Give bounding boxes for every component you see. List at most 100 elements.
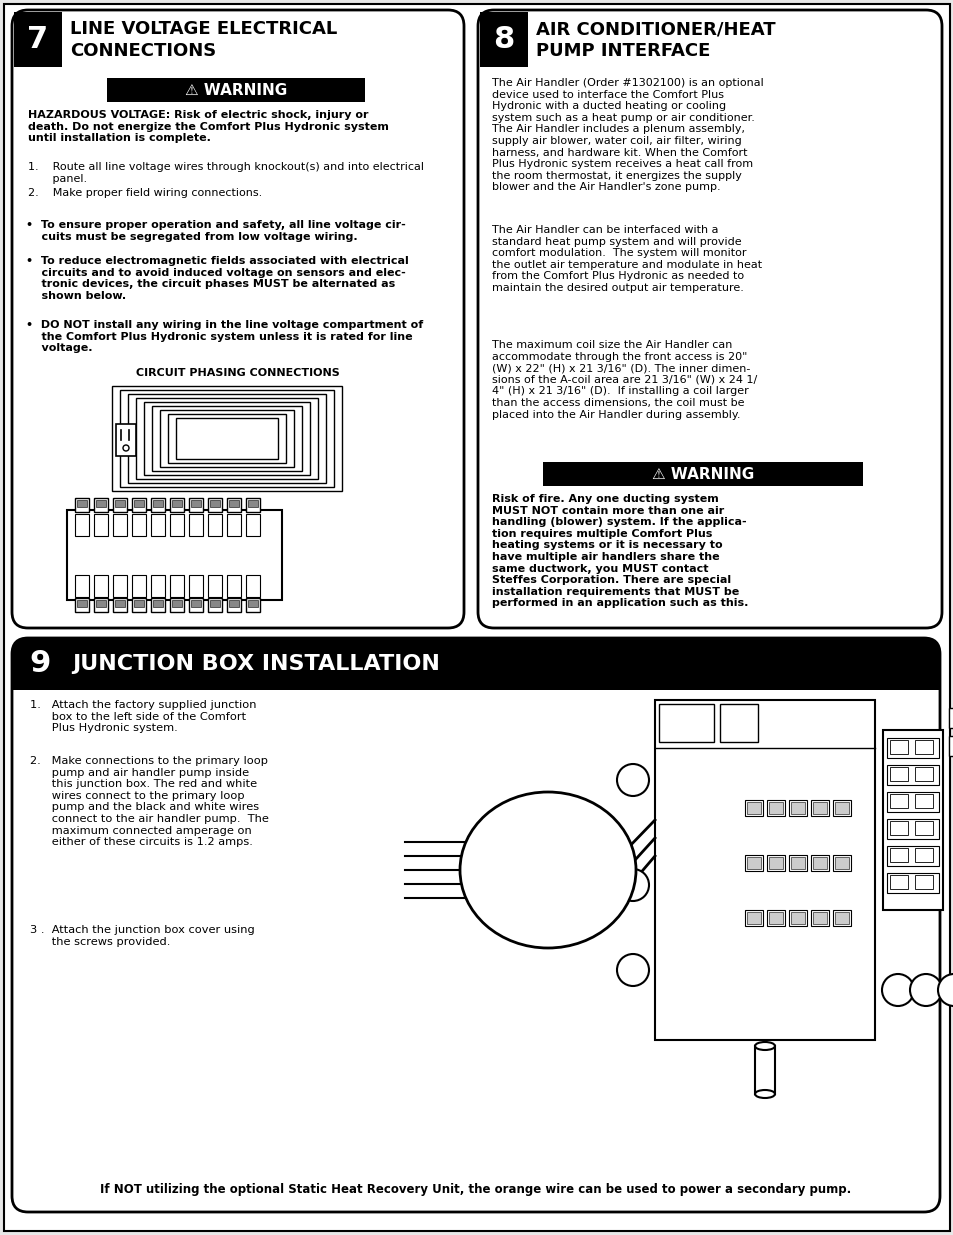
Circle shape [882,974,913,1007]
Text: ⚠ WARNING: ⚠ WARNING [651,467,753,482]
Text: The maximum coil size the Air Handler can
accommodate through the front access i: The maximum coil size the Air Handler ca… [492,340,757,420]
Bar [151,514,165,536]
Text: 9: 9 [30,650,51,678]
Bar [227,514,241,536]
Circle shape [909,974,941,1007]
Bar [132,514,146,536]
Bar [834,911,848,924]
Bar [128,394,326,483]
Ellipse shape [459,792,636,948]
Bar [542,462,862,487]
FancyBboxPatch shape [477,10,941,629]
Bar [886,792,938,811]
Bar [886,764,938,785]
Bar [112,598,127,613]
Bar [886,739,938,758]
FancyBboxPatch shape [12,638,939,1212]
Text: 2.   Make connections to the primary loop
      pump and air handler pump inside: 2. Make connections to the primary loop … [30,756,269,847]
Bar [889,794,907,808]
Bar [788,910,806,926]
Bar [248,600,257,606]
Bar [75,598,89,613]
Bar [115,500,125,508]
Bar [18,642,62,685]
Bar [812,857,826,869]
Bar [152,406,302,471]
Bar [77,600,87,606]
Bar [746,857,760,869]
Bar [834,857,848,869]
Bar [914,848,932,862]
Bar [77,500,87,508]
Text: The Air Handler can be interfaced with a
standard heat pump system and will prov: The Air Handler can be interfaced with a… [492,225,761,293]
Bar [94,514,108,536]
Bar [886,819,938,839]
Bar [810,855,828,871]
Text: 1.    Route all line voltage wires through knockout(s) and into electrical
     : 1. Route all line voltage wires through … [28,162,423,184]
Bar [229,600,239,606]
Bar [889,821,907,835]
Bar [886,873,938,893]
Bar [882,730,942,910]
Bar [746,911,760,924]
Bar [766,910,784,926]
Bar [810,800,828,816]
Bar [659,704,713,742]
Text: 1.   Attach the factory supplied junction
      box to the left side of the Comf: 1. Attach the factory supplied junction … [30,700,256,734]
Bar [227,598,241,613]
Bar [655,700,874,1040]
Text: •  To ensure proper operation and safety, all line voltage cir-
    cuits must b: • To ensure proper operation and safety,… [26,220,405,242]
Bar [152,600,163,606]
Bar [144,403,310,475]
Text: 3 .  Attach the junction box cover using
      the screws provided.: 3 . Attach the junction box cover using … [30,925,254,946]
Text: CONNECTIONS: CONNECTIONS [70,42,216,61]
Bar [208,514,222,536]
Bar [208,576,222,597]
Bar [246,576,260,597]
Text: HAZARDOUS VOLTAGE: Risk of electric shock, injury or
death. Do not energize the : HAZARDOUS VOLTAGE: Risk of electric shoc… [28,110,389,143]
Text: CIRCUIT PHASING CONNECTIONS: CIRCUIT PHASING CONNECTIONS [136,368,339,378]
Bar [151,598,165,613]
Bar [768,911,782,924]
Bar [152,500,163,508]
Bar [246,598,260,613]
Bar [832,800,850,816]
Text: •  To reduce electromagnetic fields associated with electrical
    circuits and : • To reduce electromagnetic fields assoc… [26,256,408,301]
Bar [151,576,165,597]
Bar [248,500,257,508]
Bar [246,498,260,513]
Bar [172,500,182,508]
Bar [96,600,106,606]
FancyBboxPatch shape [12,10,463,629]
Bar [889,876,907,889]
Bar [191,500,201,508]
Bar [189,598,203,613]
Bar [246,514,260,536]
Bar [170,514,184,536]
Bar [790,802,804,814]
Bar [170,598,184,613]
Bar [479,12,527,67]
Bar [227,498,241,513]
Bar [788,855,806,871]
Bar [812,802,826,814]
Bar [107,78,365,103]
Bar [67,510,282,600]
Bar [172,600,182,606]
Bar [948,708,953,727]
Bar [788,800,806,816]
Bar [229,500,239,508]
Bar [132,498,146,513]
Bar [12,668,939,690]
Bar [75,576,89,597]
Bar [75,498,89,513]
Bar [889,848,907,862]
Text: If NOT utilizing the optional Static Heat Recovery Unit, the orange wire can be : If NOT utilizing the optional Static Hea… [100,1183,851,1197]
Bar [754,1046,774,1094]
Bar [914,767,932,781]
Text: 8: 8 [493,25,514,53]
Bar [746,802,760,814]
Bar [14,12,62,67]
Text: PUMP INTERFACE: PUMP INTERFACE [536,42,710,61]
Ellipse shape [754,1091,774,1098]
